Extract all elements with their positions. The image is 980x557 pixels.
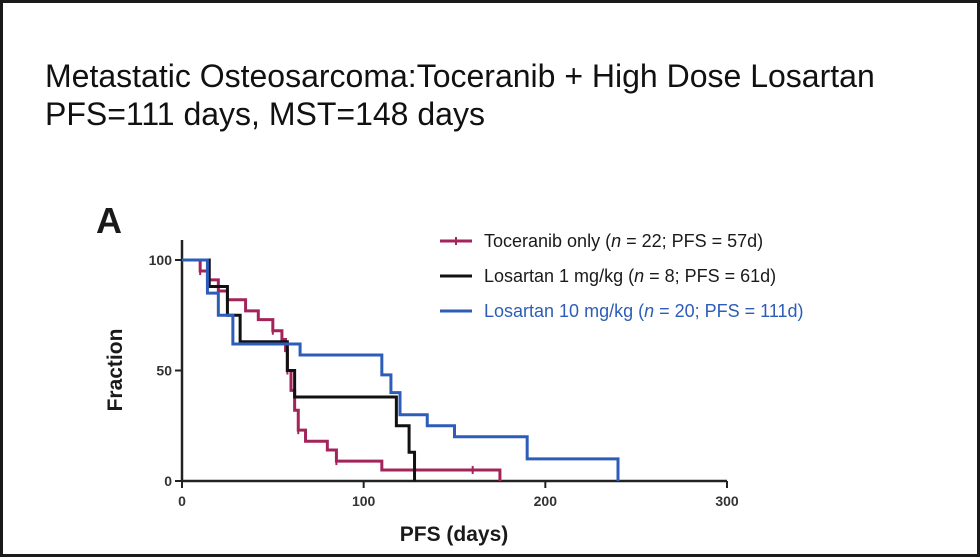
x-tick-label: 100 [352, 493, 376, 509]
y-axis-title: Fraction [104, 329, 127, 412]
legend-text-part: Toceranib only ( [484, 231, 611, 251]
slide-title-line-2: PFS=111 days, MST=148 days [45, 96, 485, 132]
x-tick-label: 300 [715, 493, 739, 509]
panel-label: A [96, 200, 122, 241]
legend-n-italic: n [634, 266, 644, 286]
x-tick-label: 0 [178, 493, 186, 509]
slide-title: Metastatic Osteosarcoma:Toceranib + High… [45, 57, 875, 133]
legend-text-part: Losartan 1 mg/kg ( [484, 266, 634, 286]
series-line-2 [182, 258, 417, 481]
y-tick-label: 100 [149, 252, 173, 268]
legend-label-3: Losartan 10 mg/kg (n = 20; PFS = 111d) [484, 301, 804, 321]
legend-text-part: Losartan 10 mg/kg ( [484, 301, 644, 321]
x-tick-label: 200 [534, 493, 558, 509]
plot-area: A 0 50 100 0 100 200 300 PFS (days) Fraction Tocer… [96, 200, 804, 546]
legend-text-part: = 20; PFS = 111d) [654, 301, 803, 321]
legend-n-italic: n [644, 301, 654, 321]
legend-label-2: Losartan 1 mg/kg (n = 8; PFS = 61d) [484, 266, 776, 286]
legend-n-italic: n [611, 231, 621, 251]
legend-label-1: Toceranib only (n = 22; PFS = 57d) [484, 231, 763, 251]
y-tick-label: 50 [156, 363, 172, 379]
x-axis-title: PFS (days) [400, 523, 509, 546]
legend-text-part: = 22; PFS = 57d) [621, 231, 763, 251]
slide-title-line-1: Metastatic Osteosarcoma:Toceranib + High… [45, 58, 875, 94]
y-tick-label: 0 [164, 473, 172, 489]
legend-text-part: = 8; PFS = 61d) [644, 266, 776, 286]
series-line-3 [182, 258, 620, 481]
series-line-1 [182, 258, 502, 481]
